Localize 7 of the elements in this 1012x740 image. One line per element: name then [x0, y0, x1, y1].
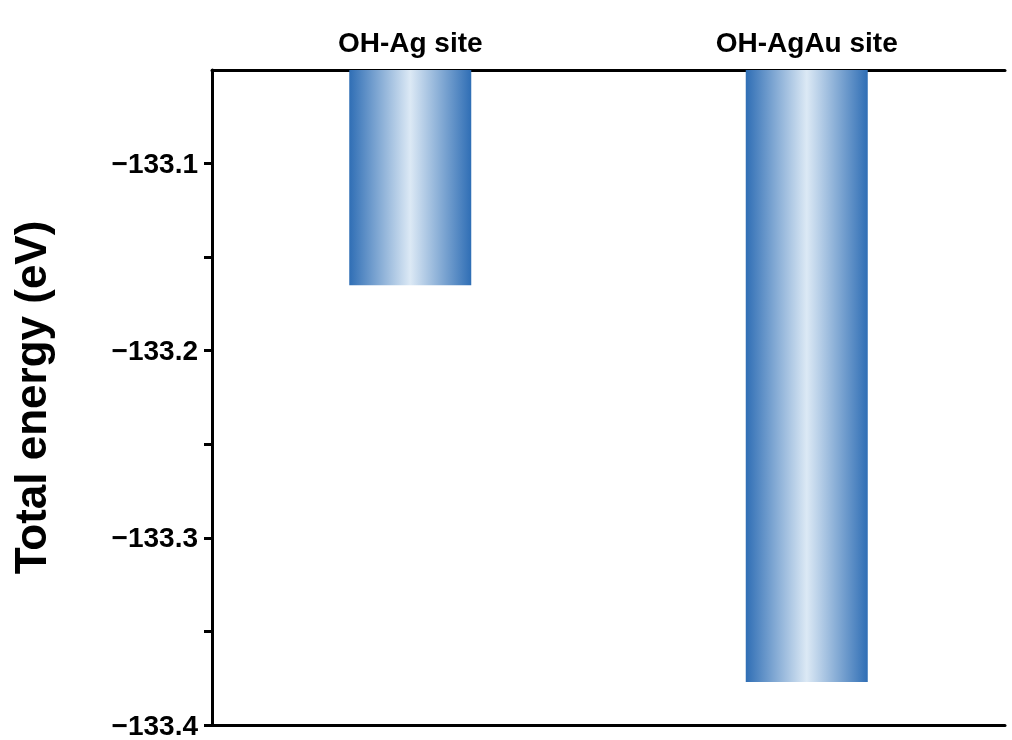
x-tick-label: OH-AgAu site: [715, 26, 898, 58]
y-tick-label: −133.1: [111, 148, 198, 180]
y-axis-title: Total energy (eV): [5, 220, 55, 575]
y-tick-label: −133.4: [111, 709, 199, 740]
y-tick-label: −133.2: [111, 335, 198, 367]
x-tick-label: OH-Ag site: [337, 26, 483, 58]
y-tick-label: −133.3: [111, 522, 198, 554]
